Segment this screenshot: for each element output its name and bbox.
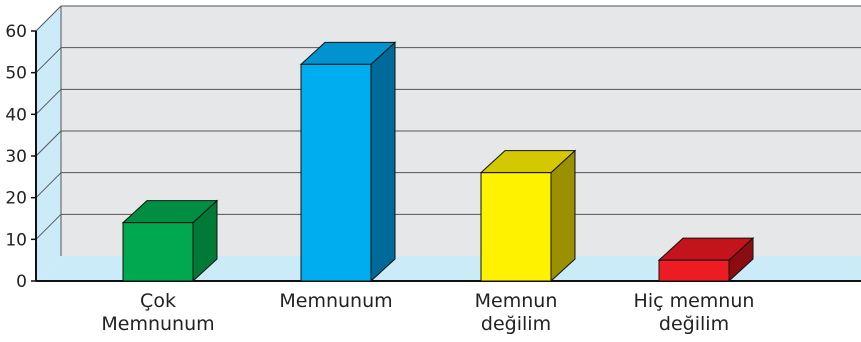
y-tick-label: 0 — [16, 272, 27, 292]
category-label: Çok — [140, 290, 176, 312]
y-tick-label: 60 — [5, 22, 27, 42]
bar — [300, 63, 372, 282]
y-tick-label: 40 — [5, 105, 27, 125]
gridline-diagonal — [35, 88, 62, 115]
bars — [121, 41, 755, 283]
y-tick-label: 10 — [5, 230, 27, 250]
gridline-diagonal — [35, 213, 62, 240]
bar-side — [370, 41, 396, 283]
gridline-diagonal — [35, 130, 62, 157]
category-label: değilim — [481, 313, 551, 335]
category-label: Hiç memnun — [634, 290, 755, 312]
category-label: Memnunum — [101, 313, 214, 335]
gridline-diagonal — [35, 5, 62, 32]
y-tick-label: 20 — [5, 189, 27, 209]
bar — [480, 172, 552, 282]
gridline-diagonal — [35, 172, 62, 199]
floor — [36, 256, 861, 281]
y-tick-label: 30 — [5, 147, 27, 167]
category-label: Memnun — [475, 290, 558, 312]
bar — [122, 222, 194, 282]
gridlines — [35, 5, 861, 256]
category-label: Memnunum — [279, 290, 392, 312]
gridline-diagonal — [35, 47, 62, 74]
category-label: değilim — [659, 313, 729, 335]
y-tick-label: 50 — [5, 64, 27, 84]
bar-side — [550, 149, 576, 283]
bar — [658, 259, 730, 282]
